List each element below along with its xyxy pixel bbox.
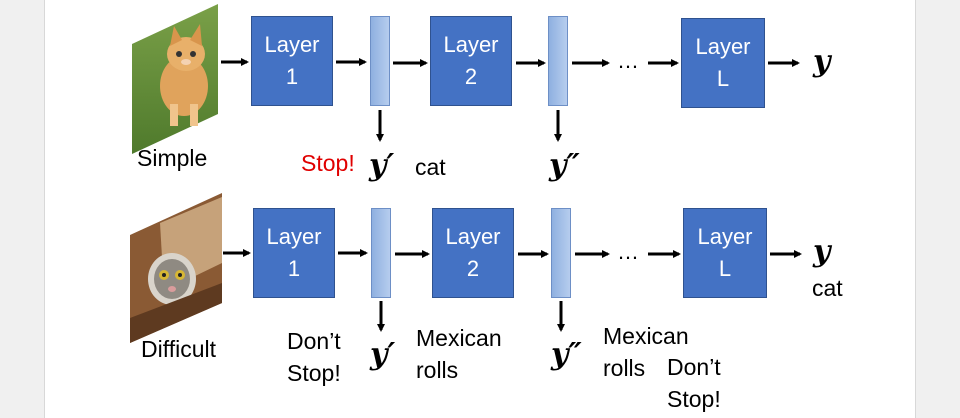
ellipsis: … [617, 239, 639, 264]
exit-1-prediction: Mexican rolls [416, 325, 502, 383]
ellipsis: … [617, 48, 639, 73]
feature-block-2 [548, 16, 568, 106]
layer-2-box: Layer 2 [430, 16, 512, 106]
feature-block-2 [551, 208, 571, 298]
kitten-image [132, 4, 218, 154]
layer-1-box: Layer 1 [251, 16, 333, 106]
exit-2-prediction: Mexican rolls [603, 323, 689, 381]
feature-block-1 [371, 208, 391, 298]
feature-block-1 [370, 16, 390, 106]
simple-label: Simple [137, 145, 208, 171]
final-prediction: cat [812, 275, 843, 301]
layer-l-index: L [716, 66, 730, 91]
early-exit-1-output: y′ [369, 148, 395, 183]
layer-1-title: Layer [264, 32, 320, 57]
layer-2-index: 2 [464, 64, 478, 89]
layer-1-index: 1 [285, 64, 299, 89]
layer-1-title: Layer [266, 224, 322, 249]
layer-1-index: 1 [287, 256, 301, 281]
early-exit-2-output: y″ [551, 337, 582, 372]
layer-2-title: Layer [443, 32, 499, 57]
layer-l-title: Layer [695, 34, 751, 59]
layer-l-index: L [718, 256, 732, 281]
layer-l-box: Layer L [681, 18, 765, 108]
stop-label: Stop! [301, 150, 355, 176]
early-exit-2-output: y″ [549, 148, 580, 183]
dont-stop-label-1: Don’t Stop! [287, 328, 341, 386]
early-exit-1-output: y′ [370, 337, 396, 372]
exit-1-prediction: cat [415, 154, 446, 180]
layer-1-box: Layer 1 [253, 208, 335, 298]
layer-2-index: 2 [466, 256, 480, 281]
layer-l-title: Layer [697, 224, 753, 249]
difficult-label: Difficult [141, 336, 216, 362]
cat-in-bag-image [130, 193, 222, 343]
final-output: y [813, 234, 831, 269]
layer-2-box: Layer 2 [432, 208, 514, 298]
final-output: y [813, 44, 831, 79]
dont-stop-label-2: Don’t Stop! [667, 354, 721, 412]
layer-2-title: Layer [445, 224, 501, 249]
layer-l-box: Layer L [683, 208, 767, 298]
